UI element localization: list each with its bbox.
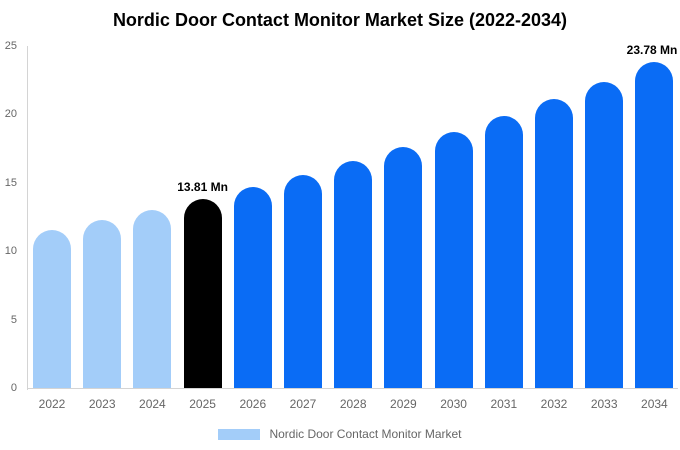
legend: Nordic Door Contact Monitor Market xyxy=(0,427,680,441)
x-tick-label: 2023 xyxy=(88,397,116,411)
bar-2027[interactable] xyxy=(284,174,322,388)
x-tick-label: 2034 xyxy=(641,397,668,411)
x-tick-label: 2024 xyxy=(139,397,166,411)
x-tick-label: 2032 xyxy=(540,397,568,411)
legend-swatch xyxy=(218,428,261,440)
bar-2028[interactable] xyxy=(334,161,373,388)
x-tick-label: 2025 xyxy=(189,397,216,411)
y-axis-line xyxy=(27,45,28,390)
x-tick-label: 2033 xyxy=(590,397,618,411)
bar-2033[interactable] xyxy=(585,81,624,388)
x-tick-label: 2028 xyxy=(339,397,367,411)
x-tick-label: 2029 xyxy=(390,397,417,411)
y-tick-label: 15 xyxy=(4,176,17,189)
chart-title: Nordic Door Contact Monitor Market Size … xyxy=(112,10,568,30)
x-tick-label: 2030 xyxy=(440,397,467,411)
x-tick-label: 2031 xyxy=(490,397,518,411)
bar-2024[interactable] xyxy=(133,209,172,388)
bar-2034[interactable] xyxy=(635,62,674,388)
y-tick-label: 20 xyxy=(4,108,17,120)
bar-2030[interactable] xyxy=(434,132,473,388)
y-tick-label: 5 xyxy=(10,313,17,326)
bar-2031[interactable] xyxy=(484,116,523,388)
data-label-2025: 13.81 Mn xyxy=(177,179,228,194)
bar-2025[interactable] xyxy=(183,198,222,388)
y-tick-label: 25 xyxy=(4,39,17,52)
bar-2026[interactable] xyxy=(233,187,272,388)
bar-2023[interactable] xyxy=(83,220,122,388)
x-tick-label: 2027 xyxy=(289,397,317,411)
y-tick-label: 10 xyxy=(4,245,17,257)
bar-2032[interactable] xyxy=(535,99,573,388)
x-tick-label: 2026 xyxy=(239,397,267,411)
bar-2029[interactable] xyxy=(384,147,423,388)
y-tick-label: 0 xyxy=(10,382,17,394)
data-label-2034: 23.78 Mn xyxy=(626,43,678,58)
x-axis-line xyxy=(27,388,678,389)
bar-2022[interactable] xyxy=(33,230,71,388)
legend-item[interactable]: Nordic Door Contact Monitor Market xyxy=(218,427,462,441)
legend-label: Nordic Door Contact Monitor Market xyxy=(269,427,462,441)
x-tick-label: 2022 xyxy=(38,397,66,411)
